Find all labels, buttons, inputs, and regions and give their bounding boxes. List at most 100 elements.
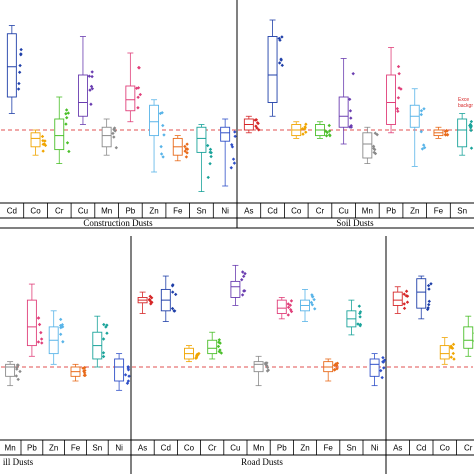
- data-point: [65, 116, 69, 120]
- data-point: [257, 128, 261, 132]
- data-point: [419, 130, 423, 134]
- box-cu: [230, 264, 247, 306]
- box-pb: [26, 283, 44, 357]
- box-zn: [149, 99, 166, 173]
- box-body: [463, 326, 474, 349]
- data-point: [303, 125, 307, 129]
- data-point: [402, 292, 406, 296]
- data-point: [233, 130, 237, 134]
- box-ni: [220, 118, 237, 187]
- data-point: [90, 70, 94, 74]
- data-point: [194, 356, 198, 360]
- box-co: [291, 121, 308, 139]
- data-point: [449, 355, 453, 359]
- data-point: [304, 130, 308, 134]
- box-body: [54, 118, 65, 151]
- data-point: [395, 106, 400, 111]
- box-mn: [101, 118, 118, 156]
- data-point: [111, 131, 115, 136]
- data-point: [183, 144, 187, 149]
- box-pb: [125, 52, 142, 123]
- data-point: [241, 274, 246, 279]
- tick-label-sn: Sn: [197, 207, 207, 216]
- data-point: [217, 338, 222, 342]
- box-as: [392, 286, 410, 314]
- box-body: [125, 85, 136, 112]
- data-point: [209, 150, 213, 155]
- data-point: [348, 109, 353, 113]
- data-point: [112, 135, 116, 139]
- tick-label-as: As: [393, 444, 402, 453]
- data-point: [230, 143, 234, 147]
- data-point: [420, 147, 425, 151]
- box-co: [30, 129, 48, 156]
- data-point: [452, 357, 456, 361]
- data-point: [172, 309, 177, 313]
- data-point: [399, 87, 403, 91]
- tick-label-zn: Zn: [149, 207, 158, 216]
- data-point: [404, 294, 409, 298]
- tick-label-co: Co: [30, 207, 41, 216]
- data-point: [15, 365, 19, 370]
- data-point: [419, 112, 423, 117]
- data-point: [469, 119, 474, 124]
- data-point: [194, 355, 199, 359]
- data-point: [41, 138, 45, 143]
- box-cu: [338, 58, 355, 145]
- tick-label-pb: Pb: [386, 207, 396, 216]
- data-point: [405, 300, 410, 304]
- data-point: [243, 271, 247, 276]
- panel-title: Road Dusts: [241, 457, 283, 467]
- data-point: [134, 86, 139, 90]
- data-point: [233, 134, 237, 139]
- data-point: [170, 290, 175, 294]
- data-point: [469, 128, 473, 133]
- tick-label-mn: Mn: [5, 444, 16, 453]
- data-point: [170, 306, 175, 311]
- data-point: [185, 151, 189, 155]
- data-point: [313, 307, 317, 311]
- data-point: [255, 126, 259, 130]
- box-cd: [267, 19, 284, 117]
- data-point: [449, 344, 453, 348]
- data-point: [468, 126, 473, 130]
- box-as: [137, 291, 154, 314]
- data-point: [396, 96, 401, 100]
- box-body: [114, 358, 125, 382]
- data-point: [61, 340, 65, 344]
- data-point: [105, 331, 109, 335]
- data-point: [208, 161, 212, 166]
- data-point: [300, 127, 305, 131]
- data-point: [335, 361, 340, 365]
- panel-3: Mn Pb Zn Fe Sn Ni ill Dusts: [1, 283, 131, 467]
- data-point: [39, 337, 44, 341]
- data-point: [279, 58, 283, 62]
- box-body: [338, 96, 349, 128]
- data-point: [104, 325, 108, 329]
- data-point: [419, 109, 424, 113]
- data-point: [240, 270, 245, 274]
- data-point: [219, 351, 224, 355]
- tick-label-cd: Cd: [161, 444, 171, 453]
- tick-label-ni: Ni: [221, 207, 229, 216]
- data-point: [288, 308, 293, 312]
- data-point: [82, 369, 86, 373]
- box-body: [101, 126, 112, 148]
- data-point: [450, 346, 455, 350]
- data-point: [422, 145, 427, 150]
- data-point: [60, 323, 65, 327]
- panel-title: Soil Dusts: [336, 218, 374, 228]
- tick-label-cr: Cr: [208, 444, 217, 453]
- box-cd: [416, 275, 433, 320]
- box-pb: [386, 47, 403, 134]
- data-point: [137, 65, 141, 70]
- box-sn: [346, 299, 363, 336]
- tick-label-as: As: [138, 444, 147, 453]
- data-point: [161, 123, 165, 128]
- data-point: [162, 133, 166, 137]
- panel-title: Construction Dusts: [83, 218, 153, 228]
- data-point: [349, 116, 353, 120]
- data-point: [301, 132, 305, 136]
- data-point: [277, 36, 281, 41]
- data-point: [379, 368, 383, 373]
